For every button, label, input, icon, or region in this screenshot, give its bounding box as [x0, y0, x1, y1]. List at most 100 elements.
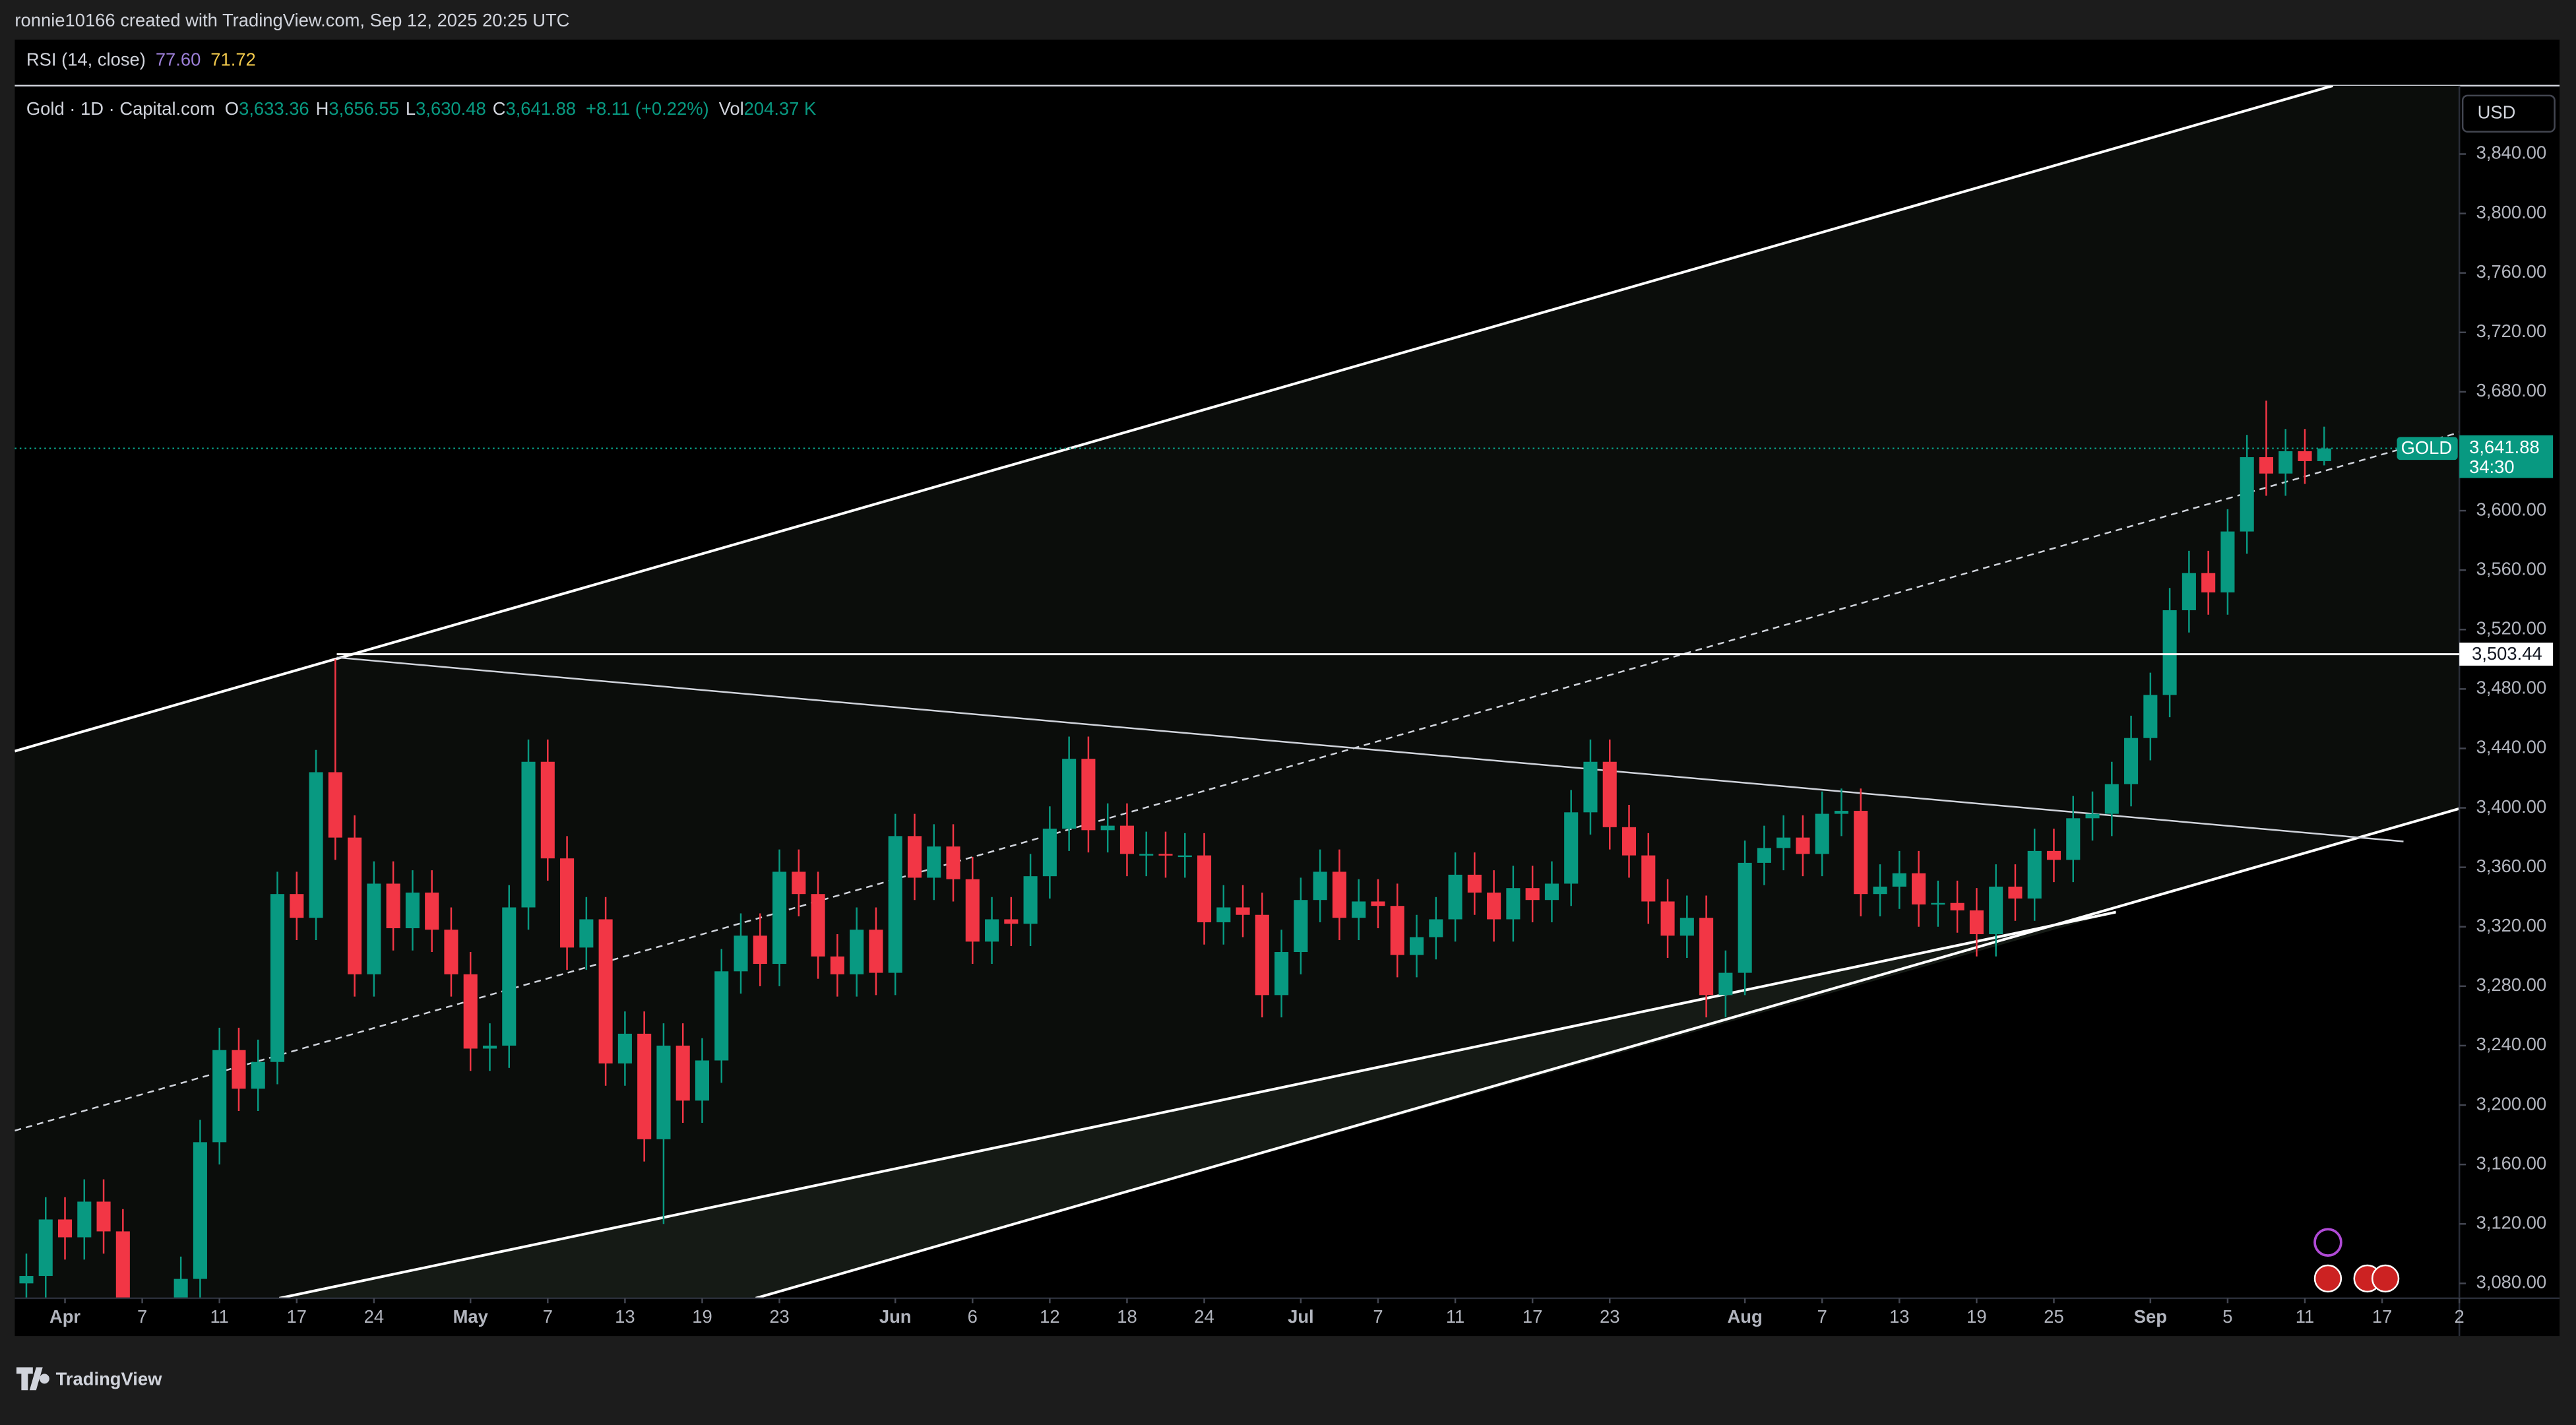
- candle-body: [425, 892, 439, 930]
- candle-body: [1680, 918, 1694, 936]
- channel-fill: [15, 85, 2460, 1298]
- candle-body: [1332, 871, 1346, 918]
- candle-body: [1738, 862, 1752, 973]
- candle-body: [1718, 972, 1733, 996]
- candles: [19, 400, 2331, 1298]
- value: 3,630.48: [416, 98, 486, 119]
- x-tick-label: Jul: [1288, 1306, 1314, 1327]
- candle-body: [560, 858, 575, 948]
- candle-body: [1815, 813, 1829, 854]
- y-tick-label: 3,360.00: [2476, 856, 2547, 876]
- y-tick-label: 3,440.00: [2476, 737, 2547, 757]
- x-tick-label: 25: [2044, 1306, 2063, 1327]
- candle-body: [1506, 888, 1521, 920]
- candle-body: [386, 883, 400, 928]
- candle-body: [1602, 761, 1617, 827]
- y-tick-label: 3,400.00: [2476, 796, 2547, 817]
- candle-body: [579, 919, 594, 948]
- candle-body: [1892, 873, 1906, 887]
- indicator-value: 71.72: [210, 49, 256, 70]
- candle-body: [792, 871, 806, 895]
- x-tick-label: Aug: [1728, 1306, 1763, 1327]
- candle-body: [115, 1231, 130, 1298]
- candle-body: [348, 837, 362, 974]
- value: 204.37 K: [744, 98, 817, 119]
- x-tick-label: 23: [769, 1306, 789, 1327]
- channel-upper: [15, 85, 2333, 753]
- candle-body: [598, 919, 613, 1063]
- candle-body: [1989, 886, 2003, 935]
- drawings: [15, 85, 2460, 1298]
- countdown: 34:30: [2469, 457, 2515, 477]
- y-tick-label: 3,600.00: [2476, 499, 2547, 519]
- candle-body: [1178, 855, 1192, 858]
- candle-body: [77, 1201, 92, 1238]
- indicator-value: 77.60: [156, 49, 201, 70]
- x-tick-label: 23: [1600, 1306, 1619, 1327]
- candle-body: [96, 1201, 111, 1232]
- candle-body: [309, 772, 323, 918]
- candle-body: [869, 930, 883, 973]
- candle-body: [2162, 610, 2177, 695]
- candle-body: [734, 935, 748, 972]
- candle-body: [985, 919, 999, 942]
- x-tick-label: 5: [2222, 1306, 2232, 1327]
- event-icon[interactable]: [2313, 1228, 2342, 1257]
- candle-body: [463, 974, 478, 1049]
- x-tick-label: 13: [1889, 1306, 1909, 1327]
- x-tick-label: 13: [615, 1306, 635, 1327]
- label: Vol: [719, 98, 744, 119]
- candle-body: [850, 930, 864, 974]
- y-tick-label: 3,280.00: [2476, 974, 2547, 995]
- candle-body: [2201, 573, 2216, 592]
- currency-button[interactable]: [2461, 94, 2556, 133]
- value: 3,633.36: [239, 98, 309, 119]
- candle-body: [1409, 937, 1424, 955]
- candle-body: [173, 1279, 188, 1298]
- candle-body: [2027, 850, 2042, 899]
- candle-body: [2046, 850, 2061, 860]
- candle-body: [2298, 451, 2312, 461]
- x-tick-label: 17: [2372, 1306, 2392, 1327]
- x-tick-label: 7: [1373, 1306, 1383, 1327]
- candle-body: [1950, 902, 1964, 910]
- candle-body: [1371, 901, 1385, 906]
- candle-body: [637, 1033, 652, 1139]
- label: O: [225, 98, 239, 119]
- candle-body: [1062, 759, 1077, 829]
- candle-body: [1100, 825, 1115, 831]
- x-tick-label: 17: [287, 1306, 307, 1327]
- candle-body: [1641, 855, 1656, 902]
- candle-body: [212, 1050, 227, 1143]
- candle-body: [405, 892, 420, 928]
- candle-body: [482, 1045, 497, 1049]
- candle-body: [1255, 914, 1269, 996]
- y-tick-label: 3,840.00: [2476, 142, 2547, 163]
- event-icon[interactable]: [2313, 1264, 2342, 1293]
- label: H: [316, 98, 329, 119]
- candle-body: [1564, 812, 1579, 884]
- y-tick-label: 3,160.00: [2476, 1153, 2547, 1173]
- ohlc-legend: Gold · 1D · Capital.com O3,633.36 H3,656.5…: [26, 98, 816, 119]
- candle-body: [2220, 531, 2235, 592]
- candle-body: [1834, 811, 1849, 814]
- event-icon[interactable]: [2371, 1264, 2400, 1293]
- candle-body: [1042, 829, 1057, 877]
- support-line: [278, 910, 2117, 1298]
- currency[interactable]: USD: [2478, 102, 2516, 122]
- candle-body: [1023, 876, 1038, 924]
- candle-body: [1969, 910, 1984, 935]
- candle-body: [1931, 902, 1945, 905]
- candle-body: [1854, 811, 1868, 895]
- y-tick-label: 3,320.00: [2476, 915, 2547, 935]
- candle-body: [2066, 818, 2081, 860]
- candle-body: [1912, 873, 1926, 904]
- candle-body: [772, 871, 787, 965]
- mask: [2116, 912, 2460, 1298]
- y-tick-label: 3,240.00: [2476, 1034, 2547, 1054]
- channel-lower: [755, 807, 2460, 1298]
- candle-body: [2259, 457, 2274, 474]
- candle-body: [232, 1050, 246, 1089]
- label: C: [493, 98, 506, 119]
